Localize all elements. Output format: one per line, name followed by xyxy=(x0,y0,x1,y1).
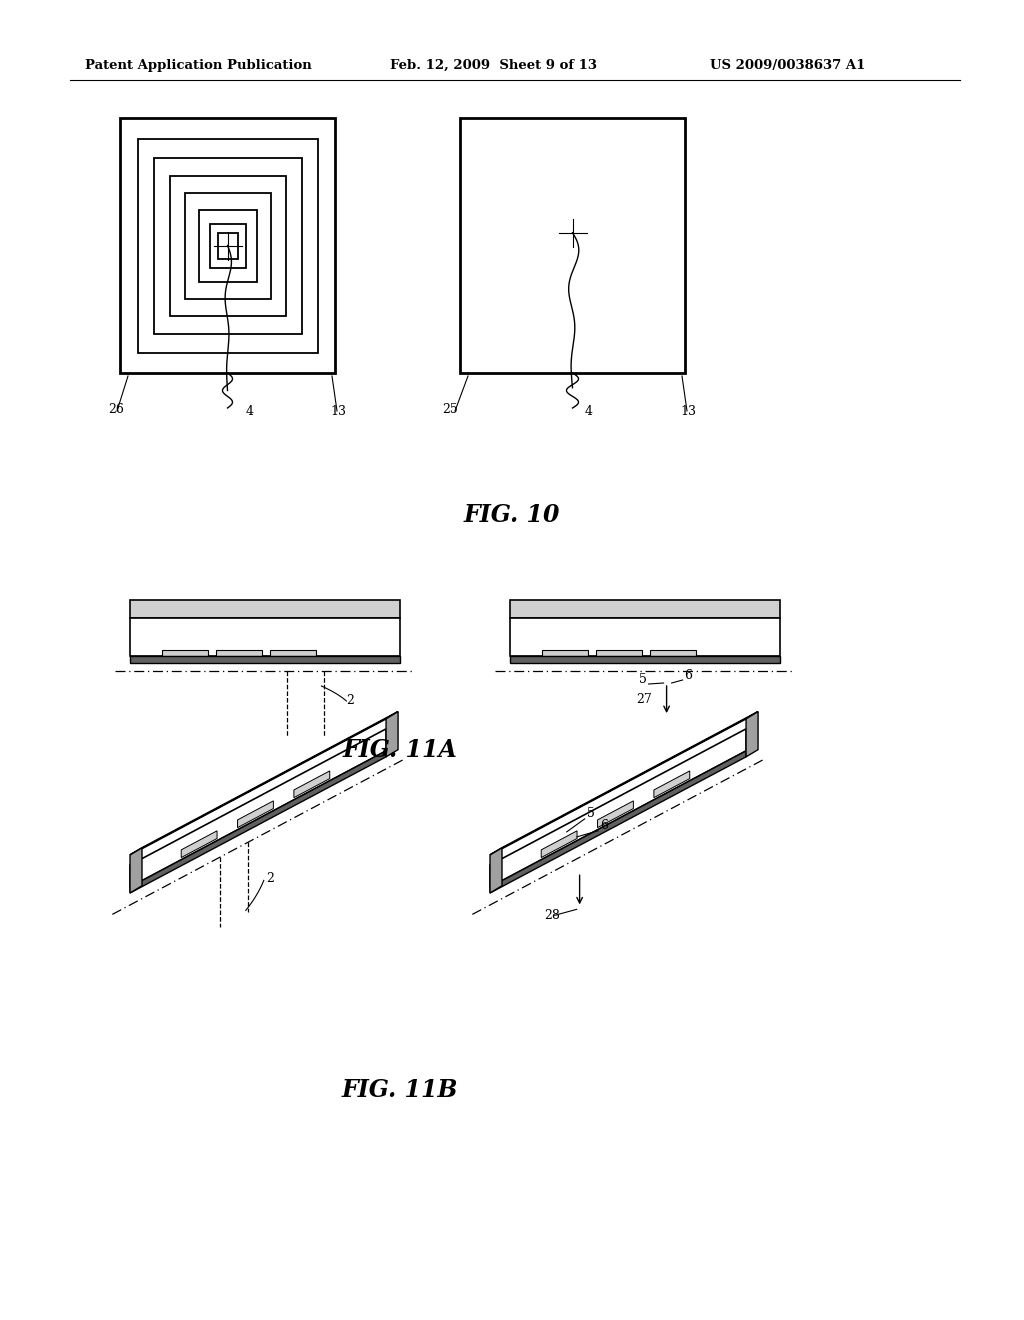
Polygon shape xyxy=(510,618,780,656)
Polygon shape xyxy=(510,656,780,663)
Text: 25: 25 xyxy=(442,403,458,416)
Polygon shape xyxy=(270,649,316,656)
Polygon shape xyxy=(654,771,690,797)
Text: 5: 5 xyxy=(587,807,595,820)
Text: Patent Application Publication: Patent Application Publication xyxy=(85,58,311,71)
Polygon shape xyxy=(650,649,696,656)
Polygon shape xyxy=(120,117,335,374)
Polygon shape xyxy=(490,711,758,855)
Polygon shape xyxy=(490,729,746,887)
Polygon shape xyxy=(130,601,400,618)
Polygon shape xyxy=(130,751,386,894)
Polygon shape xyxy=(746,711,758,756)
Polygon shape xyxy=(130,847,142,894)
Polygon shape xyxy=(294,771,330,797)
Polygon shape xyxy=(510,601,780,618)
Polygon shape xyxy=(130,729,386,887)
Text: 13: 13 xyxy=(330,405,346,418)
Text: 5: 5 xyxy=(639,673,646,686)
Polygon shape xyxy=(490,751,746,894)
Text: 26: 26 xyxy=(108,403,124,416)
Text: 4: 4 xyxy=(585,405,593,418)
Text: 13: 13 xyxy=(680,405,696,418)
Text: FIG. 11B: FIG. 11B xyxy=(342,1078,459,1102)
Polygon shape xyxy=(596,649,642,656)
Text: 28: 28 xyxy=(545,909,560,923)
Text: 6: 6 xyxy=(685,669,692,682)
Polygon shape xyxy=(238,801,273,828)
Polygon shape xyxy=(598,801,634,828)
Text: US 2009/0038637 A1: US 2009/0038637 A1 xyxy=(710,58,865,71)
Polygon shape xyxy=(162,649,208,656)
Polygon shape xyxy=(460,117,685,374)
Text: 2: 2 xyxy=(266,873,273,886)
Text: FIG. 11A: FIG. 11A xyxy=(343,738,458,762)
Polygon shape xyxy=(490,847,502,894)
Polygon shape xyxy=(386,711,398,756)
Polygon shape xyxy=(130,711,398,855)
Text: 2: 2 xyxy=(346,694,354,708)
Text: 6: 6 xyxy=(600,818,608,832)
Polygon shape xyxy=(542,830,578,858)
Polygon shape xyxy=(181,830,217,858)
Polygon shape xyxy=(216,649,262,656)
Polygon shape xyxy=(130,618,400,656)
Text: 27: 27 xyxy=(637,693,652,706)
Text: Feb. 12, 2009  Sheet 9 of 13: Feb. 12, 2009 Sheet 9 of 13 xyxy=(390,58,597,71)
Polygon shape xyxy=(542,649,588,656)
Text: 4: 4 xyxy=(246,405,254,418)
Text: FIG. 10: FIG. 10 xyxy=(464,503,560,527)
Polygon shape xyxy=(130,656,400,663)
